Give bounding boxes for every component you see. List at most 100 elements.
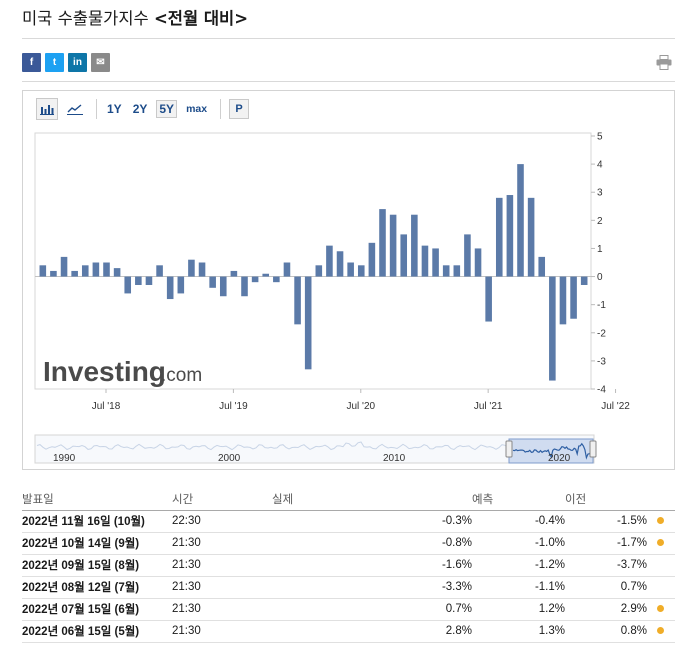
x-tick-label: Jul '20 — [346, 401, 375, 412]
twitter-icon: t — [52, 57, 57, 68]
revised-indicator-icon[interactable] — [657, 517, 664, 525]
chart-bar[interactable] — [60, 256, 68, 277]
chart-bar[interactable] — [453, 265, 461, 277]
line-chart-toggle[interactable] — [64, 98, 86, 120]
y-tick-label: 2 — [597, 216, 603, 227]
chart-bar[interactable] — [506, 195, 514, 277]
chart-bar[interactable] — [421, 245, 429, 277]
revised-indicator-icon[interactable] — [657, 539, 664, 547]
header-marker — [647, 488, 675, 511]
chart-bar[interactable] — [71, 270, 78, 277]
mail-share-button[interactable]: ✉ — [91, 53, 110, 72]
chart-bar[interactable] — [156, 265, 163, 277]
chart-bar[interactable] — [400, 234, 408, 277]
p-button[interactable]: P — [229, 99, 250, 119]
chart-bar[interactable] — [209, 276, 216, 288]
chart-bar[interactable] — [283, 262, 291, 277]
chart-bar[interactable] — [442, 265, 450, 277]
printer-icon[interactable] — [656, 55, 672, 70]
previous-value: -3.7% — [565, 554, 647, 577]
range-max-button[interactable]: max — [186, 103, 208, 115]
release-time: 22:30 — [172, 510, 272, 533]
facebook-share-button[interactable]: f — [22, 53, 41, 72]
revision-cell — [647, 532, 675, 555]
chart-bar[interactable] — [559, 276, 567, 325]
chart-bar[interactable] — [336, 251, 344, 277]
chart-toolbar: 1Y 2Y 5Y max P — [36, 98, 250, 120]
chart-bar[interactable] — [517, 164, 524, 277]
chart-bar[interactable] — [538, 256, 546, 277]
bar-chart-toggle[interactable] — [36, 98, 58, 120]
revision-cell — [647, 576, 675, 599]
x-tick-label: Jul '22 — [601, 401, 630, 412]
mail-icon: ✉ — [96, 57, 105, 68]
chart-bar[interactable] — [113, 268, 121, 277]
table-row: 2022년 07월 15일 (6월) 21:30 0.7% 1.2% 2.9% — [22, 598, 675, 621]
header-previous: 이전 — [565, 488, 647, 511]
chart-bar[interactable] — [549, 276, 556, 381]
chart-bar[interactable] — [166, 276, 174, 300]
chart-bar[interactable] — [103, 262, 110, 277]
revised-indicator-icon[interactable] — [657, 605, 664, 613]
chart-bar[interactable] — [92, 262, 100, 277]
chart-bar[interactable] — [379, 209, 386, 277]
twitter-share-button[interactable]: t — [45, 53, 64, 72]
chart-bar[interactable] — [347, 262, 354, 277]
release-time: 21:30 — [172, 532, 272, 555]
y-tick-label: 1 — [597, 244, 603, 255]
chart-bar[interactable] — [262, 273, 270, 277]
header-actual: 실제 — [272, 488, 472, 511]
chart-bar[interactable] — [135, 276, 142, 285]
chart-bar[interactable] — [230, 270, 238, 277]
chart-bar[interactable] — [368, 242, 376, 277]
actual-value: -0.3% — [272, 510, 472, 533]
chart-bar[interactable] — [357, 265, 365, 277]
previous-value: 0.8% — [565, 620, 647, 643]
chart-bar[interactable] — [315, 265, 323, 277]
chart-bar[interactable] — [251, 276, 259, 283]
range-2y-button[interactable]: 2Y — [132, 102, 148, 116]
chart-bar[interactable] — [50, 270, 57, 277]
chart-bar[interactable] — [198, 262, 206, 277]
chart-bar[interactable] — [177, 276, 185, 294]
revision-cell — [647, 554, 675, 577]
chart-bar[interactable] — [241, 276, 248, 297]
chart-bar[interactable] — [81, 265, 89, 277]
chart-bar[interactable] — [432, 248, 439, 277]
chart-bar[interactable] — [389, 214, 397, 277]
chart-bar[interactable] — [495, 197, 503, 277]
release-time: 21:30 — [172, 620, 272, 643]
linkedin-share-button[interactable]: in — [68, 53, 87, 72]
chart-bar[interactable] — [188, 259, 195, 277]
chart-bar[interactable] — [219, 276, 227, 297]
toolbar-separator — [220, 99, 222, 119]
chart-bar[interactable] — [39, 265, 47, 277]
chart-bar[interactable] — [464, 234, 471, 277]
chart-bar[interactable] — [326, 245, 333, 277]
x-tick-label: Jul '21 — [474, 401, 503, 412]
chart-bar[interactable] — [124, 276, 132, 294]
range-1y-button[interactable]: 1Y — [107, 102, 122, 116]
actual-value: -3.3% — [272, 576, 472, 599]
chart-bar[interactable] — [570, 276, 577, 319]
previous-value: -1.5% — [565, 510, 647, 533]
chart-bar[interactable] — [304, 276, 312, 370]
chart-bar[interactable] — [485, 276, 492, 322]
navigator-right-handle[interactable] — [589, 440, 597, 458]
release-date: 2022년 06월 15일 (5월) — [22, 620, 172, 643]
chart-bar[interactable] — [411, 214, 418, 277]
show-more-link[interactable] — [315, 654, 375, 664]
revised-indicator-icon[interactable] — [657, 627, 664, 635]
chart-bar[interactable] — [145, 276, 153, 285]
chart-bar[interactable] — [273, 276, 280, 283]
release-date: 2022년 07월 15일 (6월) — [22, 598, 172, 621]
forecast-value: -0.4% — [472, 510, 565, 533]
chart-bar[interactable] — [580, 276, 588, 285]
chart-bar[interactable] — [527, 197, 535, 277]
chart-bar[interactable] — [474, 248, 482, 277]
navigator-left-handle[interactable] — [505, 440, 513, 458]
chart-bar[interactable] — [294, 276, 301, 325]
range-5y-button[interactable]: 5Y — [156, 100, 178, 118]
line-chart-icon — [67, 104, 83, 115]
